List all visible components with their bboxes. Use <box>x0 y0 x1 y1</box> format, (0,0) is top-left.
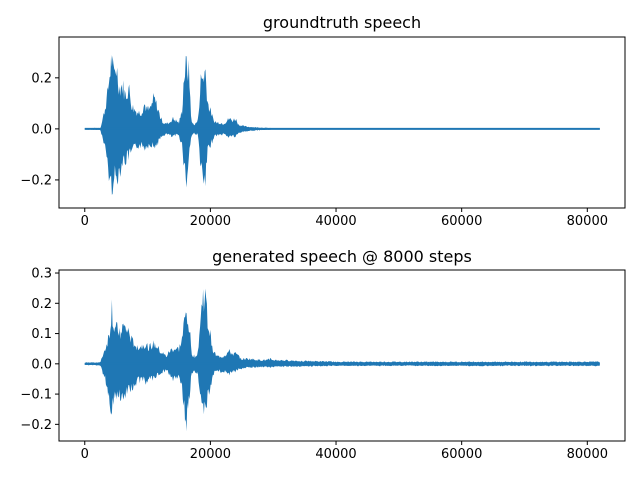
x-tick: 0 <box>81 208 89 229</box>
x-tick: 20000 <box>190 441 231 462</box>
y-tick: −0.1 <box>20 388 59 403</box>
y-tick-label: 0.2 <box>31 297 52 312</box>
y-tick: 0.1 <box>31 327 59 342</box>
x-tick: 80000 <box>567 208 608 229</box>
y-tick: 0.0 <box>31 122 59 137</box>
subplot-generated: generated speech @ 8000 steps 0 20000 40… <box>20 247 626 462</box>
x-tick-label: 80000 <box>567 447 608 462</box>
x-tick: 0 <box>81 441 89 462</box>
y-tick: 0.2 <box>31 297 59 312</box>
y-axis-ticks: −0.2 −0.1 0.0 0.1 0.2 0.3 <box>20 267 59 433</box>
y-tick: 0.2 <box>31 71 59 86</box>
waveform-line <box>84 54 600 195</box>
x-tick-label: 40000 <box>315 214 356 229</box>
subplot-groundtruth: groundtruth speech 0 20000 40000 60000 8… <box>20 13 626 229</box>
x-tick: 20000 <box>190 208 231 229</box>
y-tick-label: 0.3 <box>31 267 52 282</box>
y-tick-label: −0.2 <box>20 418 52 433</box>
y-axis-ticks: −0.2 0.0 0.2 <box>20 71 59 188</box>
waveform-line <box>84 288 600 432</box>
chart-title: groundtruth speech <box>263 13 421 32</box>
y-tick: −0.2 <box>20 418 59 433</box>
x-tick-label: 60000 <box>441 447 482 462</box>
plot-area <box>84 288 600 432</box>
x-tick-label: 60000 <box>441 214 482 229</box>
x-tick-label: 40000 <box>315 447 356 462</box>
x-tick: 60000 <box>441 208 482 229</box>
x-axis-ticks: 0 20000 40000 60000 80000 <box>81 441 608 462</box>
y-tick: 0.3 <box>31 267 59 282</box>
x-tick: 80000 <box>567 441 608 462</box>
x-tick: 40000 <box>315 441 357 462</box>
plot-area <box>84 54 600 195</box>
x-axis-ticks: 0 20000 40000 60000 80000 <box>81 208 608 229</box>
axes-frame <box>58 269 626 442</box>
axes-frame <box>58 36 626 209</box>
y-tick: −0.2 <box>20 173 59 188</box>
chart-title: generated speech @ 8000 steps <box>212 247 472 266</box>
x-tick-label: 0 <box>81 447 89 462</box>
x-tick-label: 20000 <box>190 447 231 462</box>
y-tick-label: 0.0 <box>31 122 52 137</box>
x-tick-label: 0 <box>81 214 89 229</box>
y-tick: 0.0 <box>31 357 59 372</box>
y-tick-label: −0.1 <box>20 388 52 403</box>
x-tick-label: 80000 <box>567 214 608 229</box>
y-tick-label: 0.0 <box>31 357 52 372</box>
x-tick: 60000 <box>441 441 482 462</box>
y-tick-label: 0.1 <box>31 327 52 342</box>
x-tick-label: 20000 <box>190 214 231 229</box>
y-tick-label: −0.2 <box>20 173 52 188</box>
x-tick: 40000 <box>315 208 357 229</box>
y-tick-label: 0.2 <box>31 71 52 86</box>
